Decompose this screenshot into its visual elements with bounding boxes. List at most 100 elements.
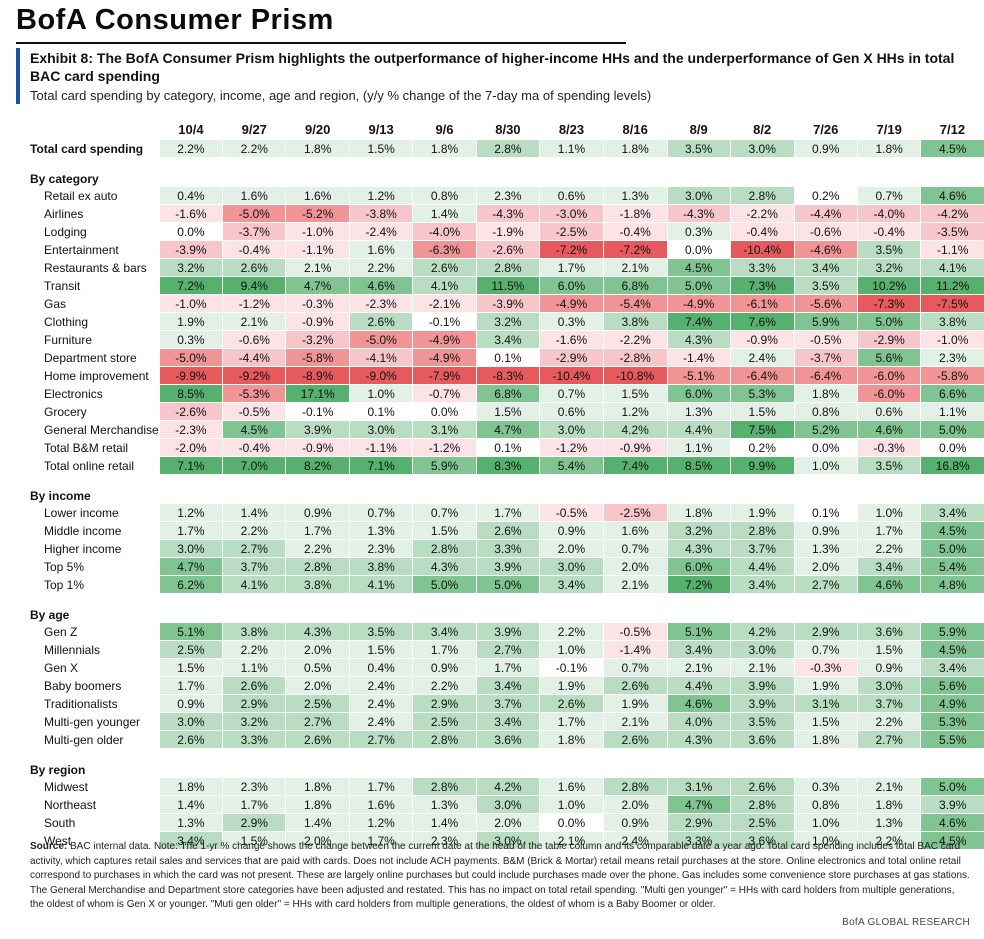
row-label: Home improvement [44,368,149,383]
heatmap-cell: 2.2% [856,712,921,731]
heatmap-cell: -1.0% [158,294,223,313]
heatmap-cell: 3.7% [856,694,921,713]
heatmap-cell: 0.1% [475,348,540,367]
heatmap-cell: 0.3% [666,222,731,241]
column-header: 10/4 [178,122,204,137]
heatmap-cell: 4.7% [475,420,540,439]
heatmap-cell: -0.1% [412,312,477,331]
heatmap-cell: 3.4% [793,258,858,277]
heatmap-cell: -3.8% [348,204,413,223]
heatmap-cell: 2.8% [729,187,795,205]
heatmap-cell: 2.8% [729,795,795,814]
column-header: 9/6 [435,122,454,137]
heatmap-cell: 2.1% [729,658,795,677]
heatmap-cell: -8.3% [475,366,540,385]
column-header: 7/19 [876,122,902,137]
heatmap-cell: 9.4% [222,276,286,295]
heatmap-cell: 2.3% [920,348,984,367]
column-header: 7/12 [939,122,966,137]
heatmap-cell: -0.4% [856,222,921,241]
heatmap-cell: 2.2% [158,140,223,158]
heatmap-cell: 3.4% [920,658,984,677]
row-label: General Merchandise [44,422,159,437]
heatmap-cell: -2.3% [348,294,413,313]
heatmap-cell: -0.7% [412,384,477,403]
heatmap-cell: 2.1% [666,658,731,677]
heatmap-cell: 3.0% [539,557,604,576]
heatmap-cell: -6.0% [856,366,921,385]
heatmap-cell: -0.3% [285,294,350,313]
heatmap-cell: 1.4% [412,204,477,223]
heatmap-cell: -1.9% [475,222,540,241]
heatmap-cell: 0.7% [793,640,858,659]
heatmap-cell: 0.6% [539,187,604,205]
heatmap-cell: -1.2% [539,438,604,457]
heatmap-cell: -10.8% [602,366,667,385]
heatmap-cell: 1.8% [856,795,921,814]
heatmap-cell: 2.4% [348,712,413,731]
heatmap-cell: 2.6% [412,258,477,277]
heatmap-cell: -5.1% [666,366,731,385]
row-label: Higher income [44,541,122,556]
heatmap-cell: 1.2% [602,402,667,421]
table-row: General Merchandise -2.3% 4.5% 3.9% 3.0% 3.1%… [30,420,984,439]
table-row: Multi-gen younger 3.0% 3.2% 2.7% 2.4% 2.5% 3.4… [30,712,984,731]
heatmap-cell: 4.1% [920,258,984,277]
heatmap-cell: 3.5% [856,456,921,475]
heatmap-cell: 1.5% [602,384,667,403]
heatmap-cell: 3.1% [412,420,477,439]
heatmap-cell: -6.4% [729,366,795,385]
heatmap-cell: 3.9% [920,795,984,814]
heatmap-cell: 1.6% [348,240,413,259]
heatmap-cell: -6.1% [729,294,795,313]
heatmap-cell: 1.7% [856,521,921,540]
heatmap-cell: 0.7% [602,658,667,677]
heatmap-cell: 2.2% [222,140,286,158]
heatmap-cell: -3.7% [222,222,286,241]
heatmap-cell: 2.6% [602,676,667,695]
heatmap-cell: -5.6% [793,294,858,313]
heatmap-cell: -1.1% [348,438,413,457]
heatmap-cell: 9.9% [729,456,795,475]
heatmap-cell: 1.5% [856,640,921,659]
heatmap-cell: 1.0% [539,640,604,659]
heatmap-cell: 4.7% [158,557,223,576]
heatmap-cell: 11.2% [920,276,984,295]
heatmap-cell: -4.9% [412,348,477,367]
heatmap-cell: 2.4% [729,348,795,367]
heatmap-cell: 2.0% [285,640,350,659]
heatmap-cell: 0.7% [856,187,921,205]
heatmap-cell: 1.5% [158,658,223,677]
heatmap-cell: 3.2% [158,258,223,277]
section-header-row: By age [30,606,984,623]
row-label: Top 1% [44,577,85,592]
heatmap-cell: 2.1% [285,258,350,277]
heatmap-cell: 0.0% [793,438,858,457]
heatmap-cell: 0.3% [158,330,223,349]
heatmap-cell: 11.5% [475,276,540,295]
heatmap-cell: 3.6% [475,730,540,749]
heatmap-cell: 2.0% [602,557,667,576]
heatmap-cell: -0.5% [793,330,858,349]
row-label: Retail ex auto [44,188,118,203]
heatmap-cell: -10.4% [539,366,604,385]
heatmap-cell: -3.0% [539,204,604,223]
heatmap-cell: 2.0% [793,557,858,576]
heatmap-cell: 1.3% [666,402,731,421]
heatmap-cell: 6.0% [666,557,731,576]
heatmap-cell: -0.5% [539,504,604,522]
heatmap-cell: 0.5% [285,658,350,677]
heatmap-cell: 2.6% [222,258,286,277]
heatmap-cell: 7.4% [666,312,731,331]
section-title: By category [30,172,99,186]
heatmap-cell: 3.4% [920,504,984,522]
heatmap-cell: 4.0% [666,712,731,731]
heatmap-cell: -1.6% [539,330,604,349]
heatmap-cell: 2.8% [412,778,477,796]
heatmap-cell: -1.1% [285,240,350,259]
table-row: Grocery -2.6% -0.5% -0.1% 0.1% 0.0% 1.5% 0.6% 1.… [30,402,984,421]
heatmap-cell: 3.9% [285,420,350,439]
heatmap-cell: 1.7% [412,640,477,659]
heatmap-cell: 5.4% [920,557,984,576]
row-label: Baby boomers [44,678,122,693]
